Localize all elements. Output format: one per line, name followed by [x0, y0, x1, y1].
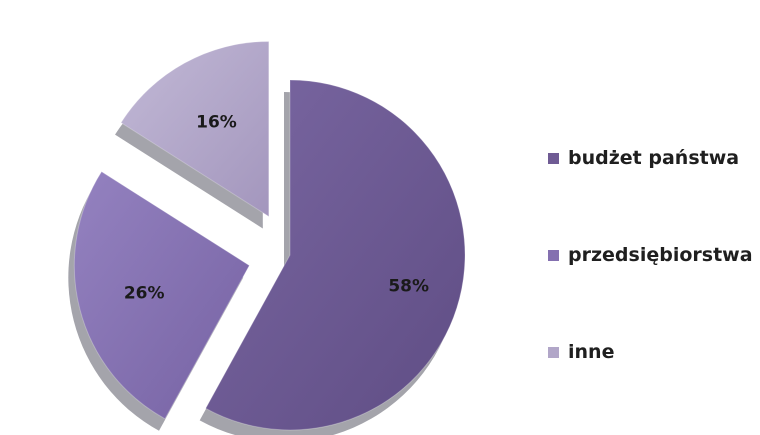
legend-swatch	[548, 346, 559, 358]
legend-item-przedsiebiorstwa: przedsiębiorstwa	[548, 240, 753, 270]
slice-label-przedsiebiorstwa: 26%	[124, 283, 165, 303]
pie-slice-inne	[120, 40, 270, 218]
slice-label-inne: 16%	[196, 112, 237, 132]
legend-label: budżet państwa	[568, 147, 740, 169]
legend-swatch	[548, 249, 559, 261]
legend-label: inne	[568, 341, 615, 363]
legend-swatch	[548, 152, 559, 164]
slice-label-budzet-panstwa: 58%	[388, 277, 429, 297]
legend: budżet państwa przedsiębiorstwa inne	[548, 143, 753, 367]
legend-item-budzet-panstwa: budżet państwa	[548, 143, 753, 173]
legend-item-inne: inne	[548, 337, 753, 367]
legend-label: przedsiębiorstwa	[568, 244, 753, 266]
pie-slice-budzet-panstwa	[205, 79, 466, 431]
pie-slice-przedsiebiorstwa	[73, 170, 250, 420]
